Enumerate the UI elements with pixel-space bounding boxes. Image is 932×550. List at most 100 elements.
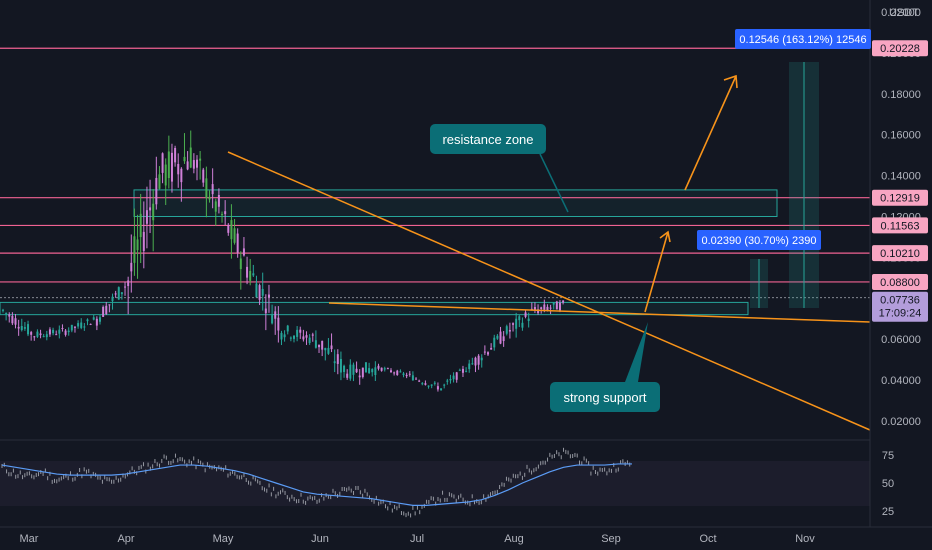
candle-body [145, 210, 148, 224]
time-tick-label: Apr [117, 533, 134, 545]
candle-body [455, 372, 458, 380]
candle-body [11, 315, 14, 324]
time-axis[interactable]: Mar Apr May Jun Jul Aug Sep Oct Nov [20, 533, 816, 545]
measures-layer [750, 62, 819, 308]
candle-body [102, 306, 105, 317]
candle-body [55, 334, 58, 336]
candle-body [487, 352, 489, 355]
measure-label-small-text: 0.02390 (30.70%) 2390 [702, 235, 817, 247]
candle-body [217, 194, 220, 207]
candle-body [39, 333, 42, 336]
candle-body [170, 152, 173, 182]
candle-body [411, 375, 414, 381]
candle-body [255, 283, 258, 298]
rsi-band [0, 461, 870, 506]
callout-resistance-text: resistance zone [442, 132, 533, 147]
candle-body [427, 385, 430, 387]
candle-body [358, 375, 361, 378]
price-tick-label: 0.16000 [881, 130, 921, 142]
candle-body [108, 304, 111, 306]
candle-body [496, 335, 499, 339]
candle-body [20, 325, 23, 331]
measure-label-large-box [735, 29, 871, 49]
candle-body [308, 337, 311, 344]
candle-body [493, 337, 496, 348]
candle-body [393, 372, 396, 374]
candle-body [324, 347, 327, 351]
projection-arrow-long [684, 75, 737, 191]
callout-resistance[interactable]: resistance zone [430, 124, 569, 213]
candle-body [180, 168, 183, 183]
level-tag [872, 273, 928, 290]
unit-label: USDT [889, 7, 919, 19]
candle-body [346, 373, 349, 378]
candle-body [42, 336, 45, 338]
callout-support-box [550, 382, 660, 412]
candle-body [555, 301, 558, 310]
candle-body [130, 262, 133, 272]
measure-label-large-text: 0.12546 (163.12%) 12546 [739, 34, 866, 46]
candle-body [305, 335, 308, 338]
callout-resistance-pointer [539, 153, 569, 213]
level-tag [872, 189, 928, 206]
candle-body [552, 302, 555, 305]
candle-body [117, 287, 120, 300]
candle-body [8, 314, 11, 317]
candle-body [499, 331, 502, 344]
candle-body [390, 370, 392, 373]
candle-body [261, 288, 264, 296]
candle-body [164, 164, 167, 186]
candle-body [70, 324, 73, 331]
candle-body [430, 384, 433, 386]
candle-body [221, 214, 224, 216]
candle-body [543, 304, 546, 310]
candle-body [239, 258, 242, 270]
level-tag [872, 217, 928, 234]
rsi-tick-label: 50 [882, 478, 894, 490]
measure-label-large[interactable]: 0.12546 (163.12%) 12546 [735, 29, 871, 49]
candle-body [152, 203, 155, 221]
candle-body [480, 357, 483, 361]
candle-body [461, 368, 464, 373]
candle-body [124, 286, 127, 288]
candle-body [246, 266, 249, 278]
candle-body [405, 374, 408, 377]
candle-body [158, 174, 161, 189]
candle-body [161, 153, 164, 173]
measure-label-small[interactable]: 0.02390 (30.70%) 2390 [697, 230, 821, 250]
candle-body [111, 296, 114, 302]
candle-body [186, 161, 189, 170]
candle-body [242, 248, 245, 256]
candle-body [311, 334, 314, 336]
candle-body [280, 332, 283, 340]
candle-body [490, 347, 493, 350]
callout-resistance-box [430, 124, 546, 154]
candle-body [446, 380, 449, 382]
candle-body [465, 370, 468, 372]
candle-body [258, 285, 261, 300]
candle-body [77, 323, 80, 327]
callout-support[interactable]: strong support [550, 322, 660, 412]
price-tick-label: 0.04000 [881, 375, 921, 387]
candle-body [333, 361, 336, 364]
rsi-axis[interactable]: 75 50 25 [882, 450, 894, 518]
candle-body [527, 318, 530, 321]
horizontal-trendline [328, 302, 871, 323]
candle-body [339, 358, 342, 373]
candle-body [167, 151, 170, 179]
candle-body [67, 330, 70, 333]
time-tick-label: Jul [410, 533, 424, 545]
candle-body [452, 375, 455, 380]
candle-body [518, 316, 521, 321]
candle-body [355, 368, 358, 373]
candle-body [236, 233, 239, 253]
candle-body [23, 327, 26, 329]
candle-body [299, 329, 302, 333]
price-tick-label: 0.18000 [881, 89, 921, 101]
callout-support-pointer [625, 322, 648, 382]
candle-body [546, 306, 549, 311]
candle-body [196, 159, 198, 168]
candle-body [352, 364, 355, 375]
levels-layer [0, 47, 870, 299]
